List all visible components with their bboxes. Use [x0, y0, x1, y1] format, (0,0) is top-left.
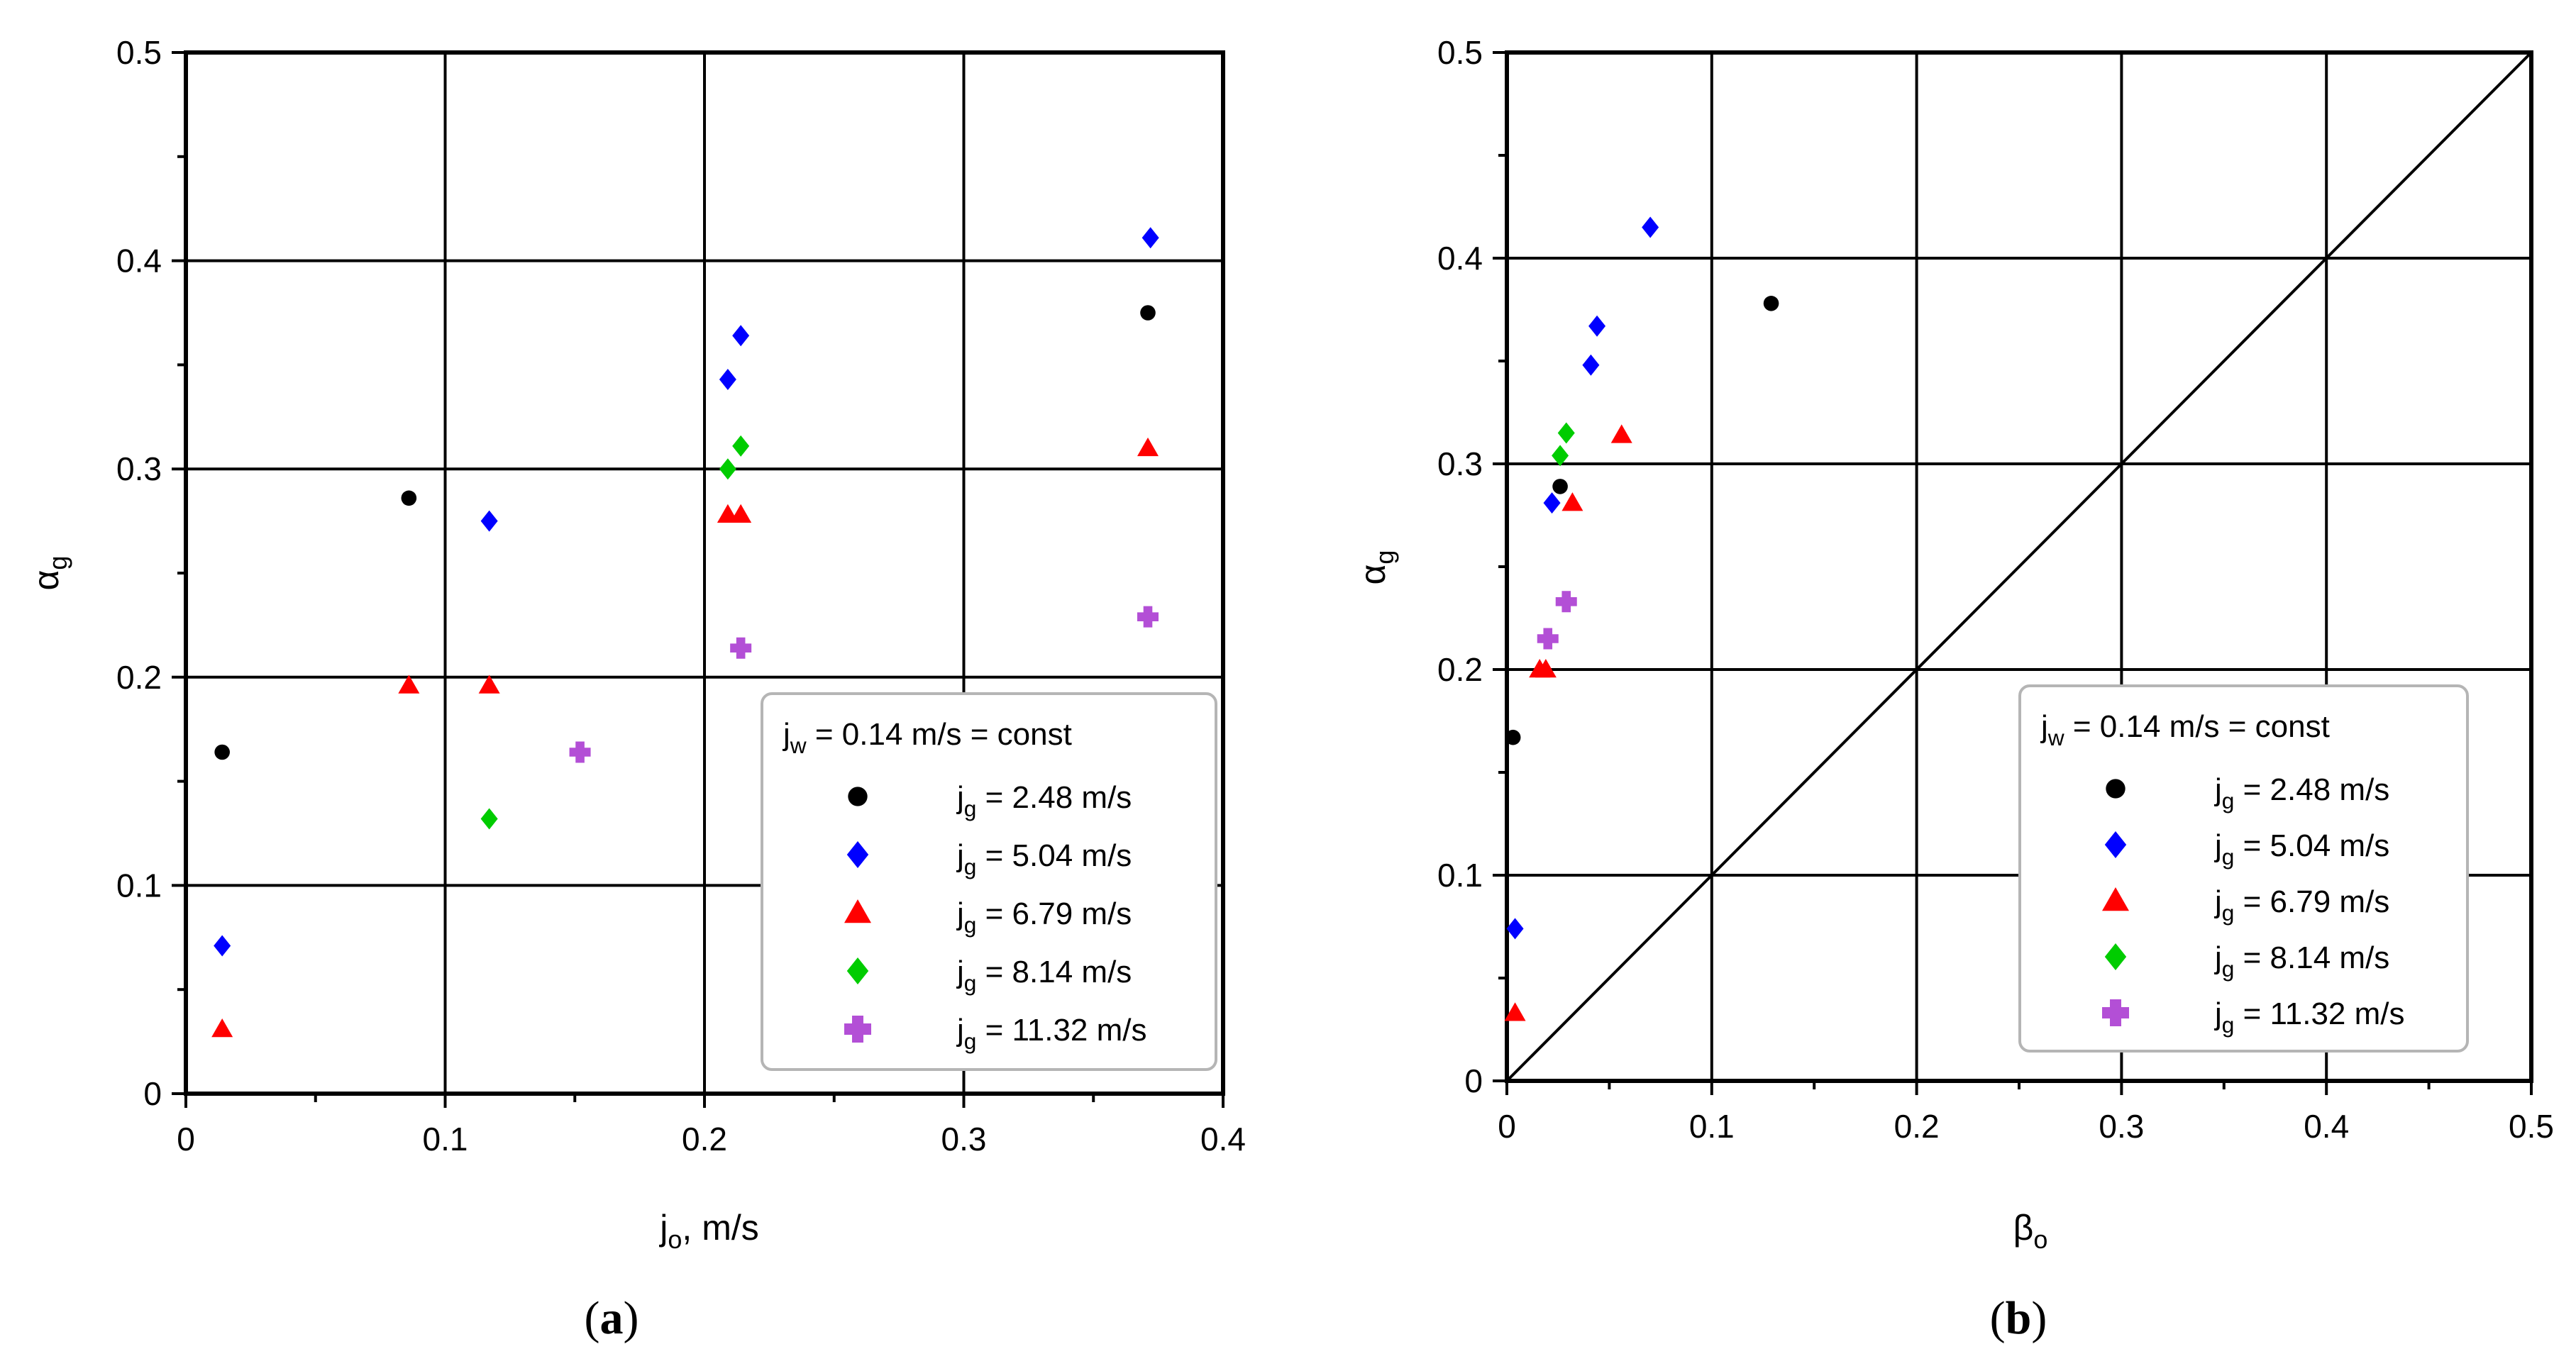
y-tick-label: 0.2 [1437, 651, 1483, 688]
y-axis-title: αg [26, 556, 72, 591]
data-point-series-5 [569, 741, 591, 763]
y-tick-label: 0.5 [116, 34, 162, 71]
y-tick-label: 0 [143, 1075, 162, 1112]
data-point-series-2 [480, 510, 498, 532]
data-point-series-5 [1537, 628, 1559, 650]
panel-caption: (a) [585, 1292, 639, 1344]
legend-marker-series-2 [846, 841, 869, 868]
legend-label-series-2: jg = 5.04 m/s [2213, 828, 2389, 870]
y-tick-label: 0.4 [116, 243, 162, 279]
data-point-series-1 [401, 490, 417, 506]
data-point-series-4 [719, 458, 736, 480]
data-point-series-4 [480, 808, 498, 830]
data-point-series-4 [1557, 422, 1575, 444]
legend-marker-series-1 [2106, 779, 2126, 799]
x-tick-label: 0.3 [941, 1121, 987, 1157]
x-axis-title: jo, m/s [658, 1208, 758, 1254]
legend-marker-series-5 [2102, 999, 2129, 1026]
legend-box [2018, 684, 2469, 1053]
x-tick-label: 0.4 [2304, 1108, 2349, 1145]
x-tick-label: 0.1 [1689, 1108, 1735, 1145]
data-point-series-1 [1140, 305, 1156, 321]
data-point-series-1 [1505, 729, 1521, 745]
legend-marker-series-2 [2104, 831, 2127, 858]
data-point-series-5 [1137, 606, 1159, 628]
legend-marker-series-4 [2104, 943, 2127, 970]
identity-line [1505, 51, 2533, 1082]
data-point-series-3 [1535, 659, 1557, 678]
data-point-series-3 [730, 504, 752, 523]
legend-marker-series-5 [844, 1016, 871, 1043]
y-tick-label: 0 [1464, 1062, 1483, 1099]
legend-label-series-4: jg = 8.14 m/s [956, 955, 1132, 996]
x-tick-label: 0.4 [1200, 1121, 1246, 1157]
data-point-series-2 [1506, 918, 1524, 940]
legend-marker-series-1 [848, 787, 868, 806]
data-point-series-3 [478, 674, 500, 694]
legend-header: jw = 0.14 m/s = const [2040, 709, 2330, 750]
data-point-series-2 [1141, 227, 1159, 249]
legend-label-series-3: jg = 6.79 m/s [2213, 884, 2389, 926]
legend-marker-series-4 [846, 957, 869, 984]
legend: jw = 0.14 m/s = const jg = 2.48 m/s jg = 5… [761, 692, 1217, 1071]
data-point-series-2 [732, 325, 750, 347]
data-point-series-2 [1543, 492, 1561, 514]
legend-marker-series-3 [2102, 887, 2129, 911]
legend-label-series-5: jg = 11.32 m/s [2213, 996, 2405, 1038]
legend-label-series-1: jg = 2.48 m/s [956, 780, 1132, 821]
data-point-series-2 [1642, 216, 1659, 238]
data-point-series-2 [1588, 315, 1606, 337]
legend-label-series-2: jg = 5.04 m/s [956, 838, 1132, 879]
legend-label-series-5: jg = 11.32 m/s [956, 1013, 1147, 1054]
data-point-series-3 [398, 674, 420, 694]
y-tick-label: 0.4 [1437, 240, 1483, 277]
x-tick-label: 0.2 [682, 1121, 727, 1157]
x-tick-label: 0.2 [1894, 1108, 1940, 1145]
data-point-series-2 [1582, 354, 1600, 376]
data-point-series-3 [1137, 437, 1159, 457]
legend-label-series-3: jg = 6.79 m/s [956, 896, 1132, 938]
data-point-series-2 [214, 935, 231, 957]
x-tick-label: 0 [177, 1121, 195, 1157]
legend-label-series-1: jg = 2.48 m/s [2213, 772, 2389, 814]
x-tick-label: 0.3 [2099, 1108, 2144, 1145]
y-tick-label: 0.3 [1437, 445, 1483, 482]
y-axis-title: αg [1353, 550, 1399, 585]
legend: jw = 0.14 m/s = const jg = 2.48 m/s jg = 5… [2018, 684, 2469, 1053]
data-point-series-4 [1552, 445, 1569, 467]
chart-panel-a: 0 0.1 0.2 0.3 0.4 0 0.1 0.2 0.3 0.4 0.5 jo, m/s αg jw… [26, 34, 1246, 1344]
x-tick-label: 0.5 [2509, 1108, 2554, 1145]
x-tick-label: 0 [1498, 1108, 1516, 1145]
y-tick-label: 0.3 [116, 450, 162, 487]
y-tick-label: 0.2 [116, 659, 162, 696]
data-point-series-2 [719, 368, 736, 390]
x-axis-title: βo [2013, 1208, 2048, 1254]
panel-caption: (b) [1990, 1292, 2047, 1344]
legend-box [761, 692, 1217, 1071]
chart-panel-b: 0 0.1 0.2 0.3 0.4 0.5 0 0.1 0.2 0.3 0.4 0.5 βo αg jw =… [1353, 34, 2554, 1344]
data-point-series-1 [1763, 296, 1779, 311]
x-tick-label: 0.1 [423, 1121, 468, 1157]
y-tick-label: 0.1 [1437, 857, 1483, 894]
data-point-series-3 [211, 1018, 233, 1038]
data-point-series-4 [732, 435, 750, 457]
y-tick-label: 0.1 [116, 867, 162, 904]
data-point-series-5 [1555, 591, 1577, 613]
data-point-series-5 [730, 637, 752, 659]
legend-label-series-4: jg = 8.14 m/s [2213, 940, 2389, 982]
data-point-series-1 [1552, 479, 1568, 494]
data-point-series-1 [214, 744, 230, 760]
legend-marker-series-3 [844, 899, 871, 923]
data-point-series-3 [1561, 492, 1583, 511]
y-tick-label: 0.5 [1437, 34, 1483, 71]
legend-header: jw = 0.14 m/s = const [782, 717, 1072, 758]
data-point-series-3 [1610, 424, 1632, 443]
data-point-series-3 [1504, 1002, 1526, 1021]
